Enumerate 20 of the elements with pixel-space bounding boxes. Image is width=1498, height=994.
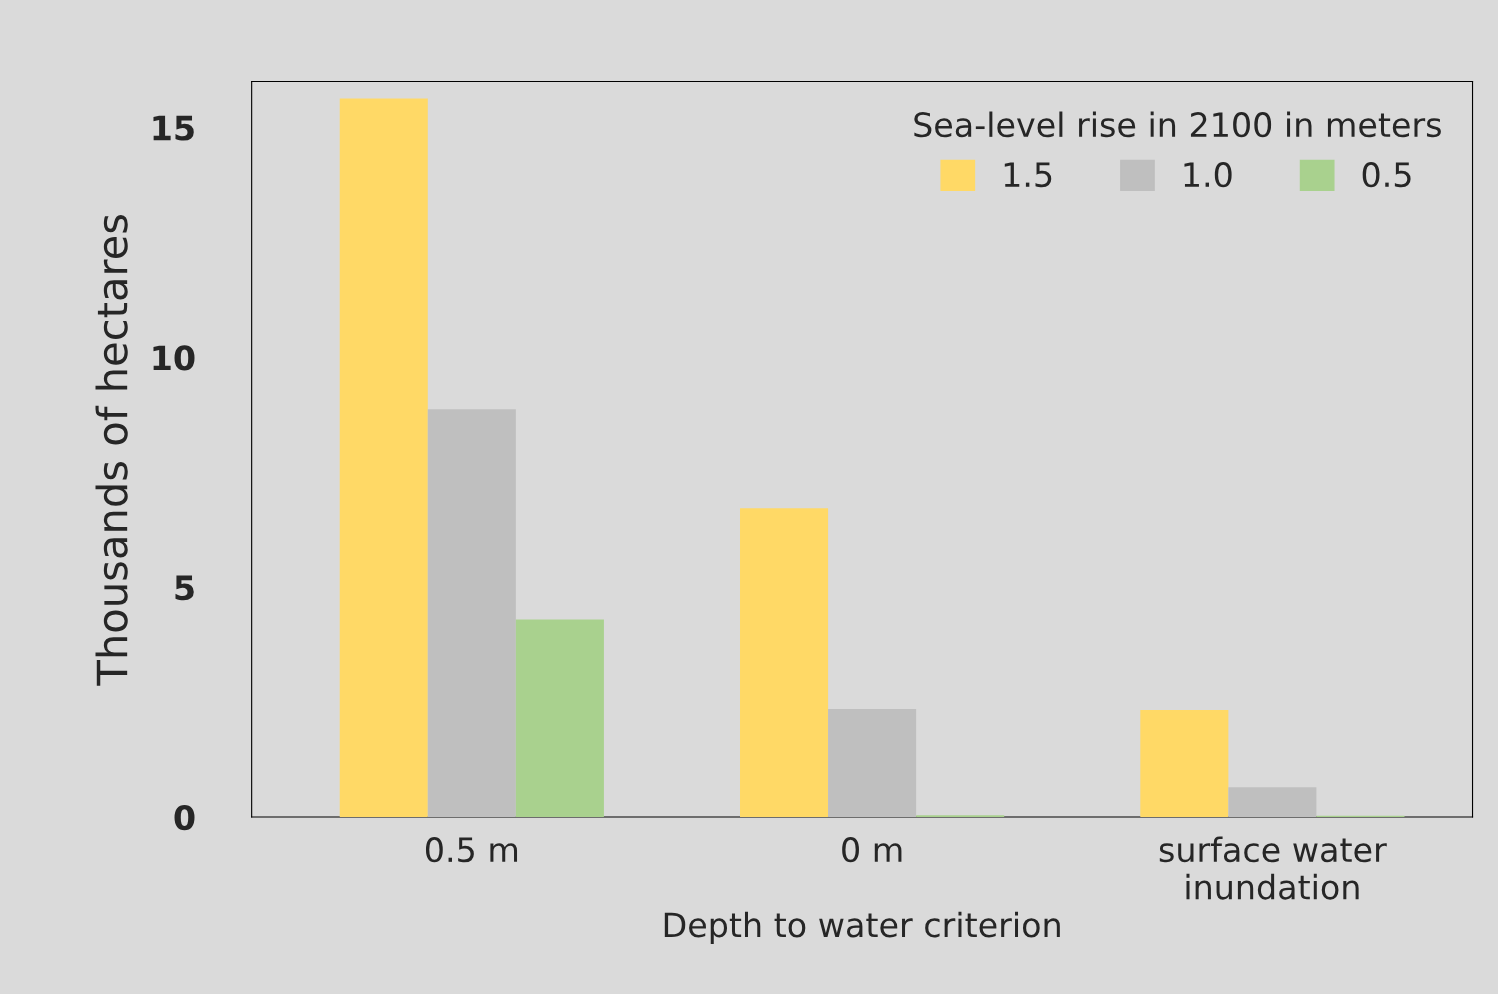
legend-title: Sea-level rise in 2100 in meters xyxy=(914,111,1441,138)
x-tick-label: surface water inundation xyxy=(1159,836,1387,900)
bar xyxy=(515,619,604,818)
bar xyxy=(740,508,829,818)
y-tick-label: 15 xyxy=(153,115,194,141)
x-tick-label: 0.5 m xyxy=(425,837,518,863)
bar xyxy=(1140,709,1229,818)
bar xyxy=(1228,787,1317,818)
bar xyxy=(427,409,516,818)
bar xyxy=(828,709,917,818)
x-tick-label: 0 m xyxy=(842,837,902,863)
legend-label: 1.5 xyxy=(1004,162,1052,188)
legend-label: 1.0 xyxy=(1184,162,1232,188)
x-axis-title: Depth to water criterion xyxy=(664,911,1060,944)
y-tick-label: 5 xyxy=(175,575,194,601)
y-tick-label: 10 xyxy=(153,345,195,371)
bar xyxy=(339,98,428,818)
y-tick-label: 0 xyxy=(174,804,195,831)
y-axis-title: Thousands of hectares xyxy=(95,215,128,686)
legend-label: 0.5 xyxy=(1362,162,1411,188)
